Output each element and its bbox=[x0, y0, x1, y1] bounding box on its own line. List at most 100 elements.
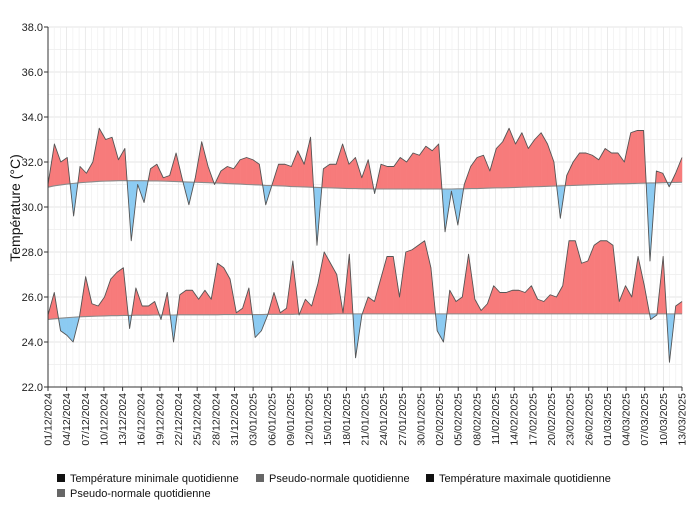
min-anomaly-segment bbox=[499, 292, 507, 315]
x-tick-label: 08/02/2025 bbox=[471, 393, 483, 446]
x-tick-label: 26/02/2025 bbox=[583, 393, 595, 446]
min-anomaly-segment bbox=[568, 240, 576, 315]
max-anomaly-segment bbox=[239, 157, 247, 185]
x-tick-label: 30/01/2025 bbox=[415, 393, 427, 446]
x-tick-label: 22/12/2024 bbox=[173, 393, 185, 446]
x-tick-label: 23/02/2025 bbox=[565, 393, 577, 446]
x-tick-label: 21/01/2025 bbox=[360, 393, 372, 446]
x-tick-label: 13/12/2024 bbox=[117, 393, 129, 446]
x-tick-label: 16/12/2024 bbox=[136, 393, 148, 446]
min-anomaly-segment bbox=[549, 294, 557, 315]
max-anomaly-segment bbox=[278, 164, 286, 187]
x-tick-label: 07/03/2025 bbox=[639, 393, 651, 446]
y-tick-label: 34.0 bbox=[22, 112, 43, 124]
y-tick-label: 38.0 bbox=[22, 22, 43, 34]
max-anomaly-segment bbox=[227, 166, 234, 185]
series-lines bbox=[47, 127, 683, 363]
x-tick-label: 11/02/2025 bbox=[490, 393, 502, 445]
x-tick-label: 10/12/2024 bbox=[98, 393, 110, 446]
min-anomaly-segment bbox=[518, 289, 526, 315]
x-tick-label: 13/03/2025 bbox=[677, 393, 689, 446]
y-tick-label: 28.0 bbox=[22, 247, 43, 259]
max-anomaly-segment bbox=[380, 163, 388, 190]
x-tick-label: 19/12/2024 bbox=[154, 393, 166, 446]
x-tick-label: 17/02/2025 bbox=[527, 393, 539, 446]
legend-label-min: Température minimale quotidienne bbox=[70, 473, 239, 485]
min-anomaly-segment bbox=[110, 271, 118, 316]
legend-swatch-normal-max bbox=[57, 489, 65, 497]
max-anomaly-segment bbox=[534, 132, 542, 187]
min-anomaly-segment bbox=[600, 240, 607, 315]
max-anomaly-segment bbox=[105, 136, 113, 182]
max-anomaly-segment bbox=[585, 152, 593, 186]
max-anomaly-segment bbox=[412, 152, 420, 190]
x-tick-label: 31/12/2024 bbox=[229, 393, 241, 446]
min-anomaly-segment bbox=[405, 249, 413, 315]
legend-item-max: Température maximale quotidienne bbox=[426, 473, 611, 485]
max-anomaly-segment bbox=[579, 152, 587, 186]
max-anomaly-segment bbox=[592, 154, 599, 185]
legend-swatch-normal-min bbox=[256, 474, 264, 482]
y-tick-label: 32.0 bbox=[22, 157, 43, 169]
max-anomaly-segment bbox=[425, 145, 433, 190]
x-tick-label: 01/03/2025 bbox=[602, 393, 614, 446]
x-tick-labels: 01/12/2024 04/12/2024 07/12/2024 10/12/2024… bbox=[43, 387, 689, 446]
x-tick-label: 18/01/2025 bbox=[341, 393, 353, 446]
x-tick-label: 04/03/2025 bbox=[621, 393, 633, 446]
x-tick-label: 03/01/2025 bbox=[248, 393, 260, 446]
min-anomaly-segment bbox=[217, 262, 224, 315]
min-anomaly-segment bbox=[606, 240, 614, 315]
max-anomaly-segment bbox=[400, 157, 407, 190]
min-anomaly-segment bbox=[185, 290, 193, 315]
legend-swatch-max bbox=[426, 474, 434, 482]
pseudo-normal-max-line bbox=[47, 180, 683, 190]
min-temperature-line bbox=[47, 240, 683, 363]
max-anomaly-segment bbox=[246, 157, 254, 185]
x-tick-label: 01/12/2024 bbox=[43, 393, 55, 446]
min-anomaly-segment bbox=[506, 289, 513, 315]
legend-label-normal-max: Pseudo-normale quotidienne bbox=[70, 488, 211, 500]
min-anomaly-segment bbox=[411, 244, 419, 315]
min-anomaly-segment bbox=[581, 260, 589, 315]
min-anomaly-segment bbox=[418, 240, 425, 315]
y-tick-label: 22.0 bbox=[22, 382, 43, 394]
legend-item-min: Température minimale quotidienne bbox=[57, 473, 239, 485]
x-tick-label: 27/01/2025 bbox=[397, 393, 409, 446]
max-temperature-line bbox=[47, 127, 683, 262]
min-anomaly-segment bbox=[116, 267, 124, 316]
x-tick-label: 09/01/2025 bbox=[285, 393, 297, 446]
max-anomaly-segment bbox=[630, 130, 638, 184]
y-tick-label: 24.0 bbox=[22, 337, 43, 349]
x-tick-label: 24/01/2025 bbox=[378, 393, 390, 446]
x-tick-label: 06/01/2025 bbox=[266, 393, 278, 446]
x-tick-label: 28/12/2024 bbox=[210, 393, 222, 446]
x-tick-label: 25/12/2024 bbox=[192, 393, 204, 446]
y-tick-label: 26.0 bbox=[22, 292, 43, 304]
max-anomaly-segment bbox=[284, 163, 292, 187]
x-tick-label: 10/03/2025 bbox=[658, 393, 670, 446]
x-tick-label: 12/01/2025 bbox=[304, 393, 316, 446]
x-tick-label: 14/02/2025 bbox=[509, 393, 521, 446]
y-tick-label: 30.0 bbox=[22, 202, 43, 214]
min-anomaly-segment bbox=[593, 240, 601, 315]
x-tick-label: 04/12/2024 bbox=[61, 393, 73, 446]
y-axis-label: Température (°C) bbox=[7, 154, 23, 262]
max-anomaly-segment bbox=[636, 130, 644, 184]
max-anomaly-segment bbox=[604, 148, 612, 185]
y-tick-label: 36.0 bbox=[22, 67, 43, 79]
y-tick-labels: 22.0 24.0 26.0 28.0 30.0 32.0 34.0 36.0 38.0 bbox=[22, 22, 48, 394]
max-anomaly-segment bbox=[476, 154, 484, 189]
max-anomaly-segment bbox=[496, 141, 503, 189]
min-anomaly-segment bbox=[386, 256, 394, 315]
legend-label-max: Température maximale quotidienne bbox=[439, 473, 611, 485]
legend-item-normal-max: Pseudo-normale quotidienne bbox=[57, 488, 211, 500]
min-anomaly-segment bbox=[141, 305, 149, 316]
legend-label-normal-min: Pseudo-normale quotidienne bbox=[269, 473, 410, 485]
x-tick-label: 05/02/2025 bbox=[453, 393, 465, 446]
x-tick-label: 02/02/2025 bbox=[434, 393, 446, 446]
legend-item-normal-min: Pseudo-normale quotidienne bbox=[256, 473, 410, 485]
min-anomaly-segment bbox=[512, 290, 519, 315]
max-anomaly-segment bbox=[432, 143, 439, 190]
x-tick-label: 20/02/2025 bbox=[546, 393, 558, 446]
